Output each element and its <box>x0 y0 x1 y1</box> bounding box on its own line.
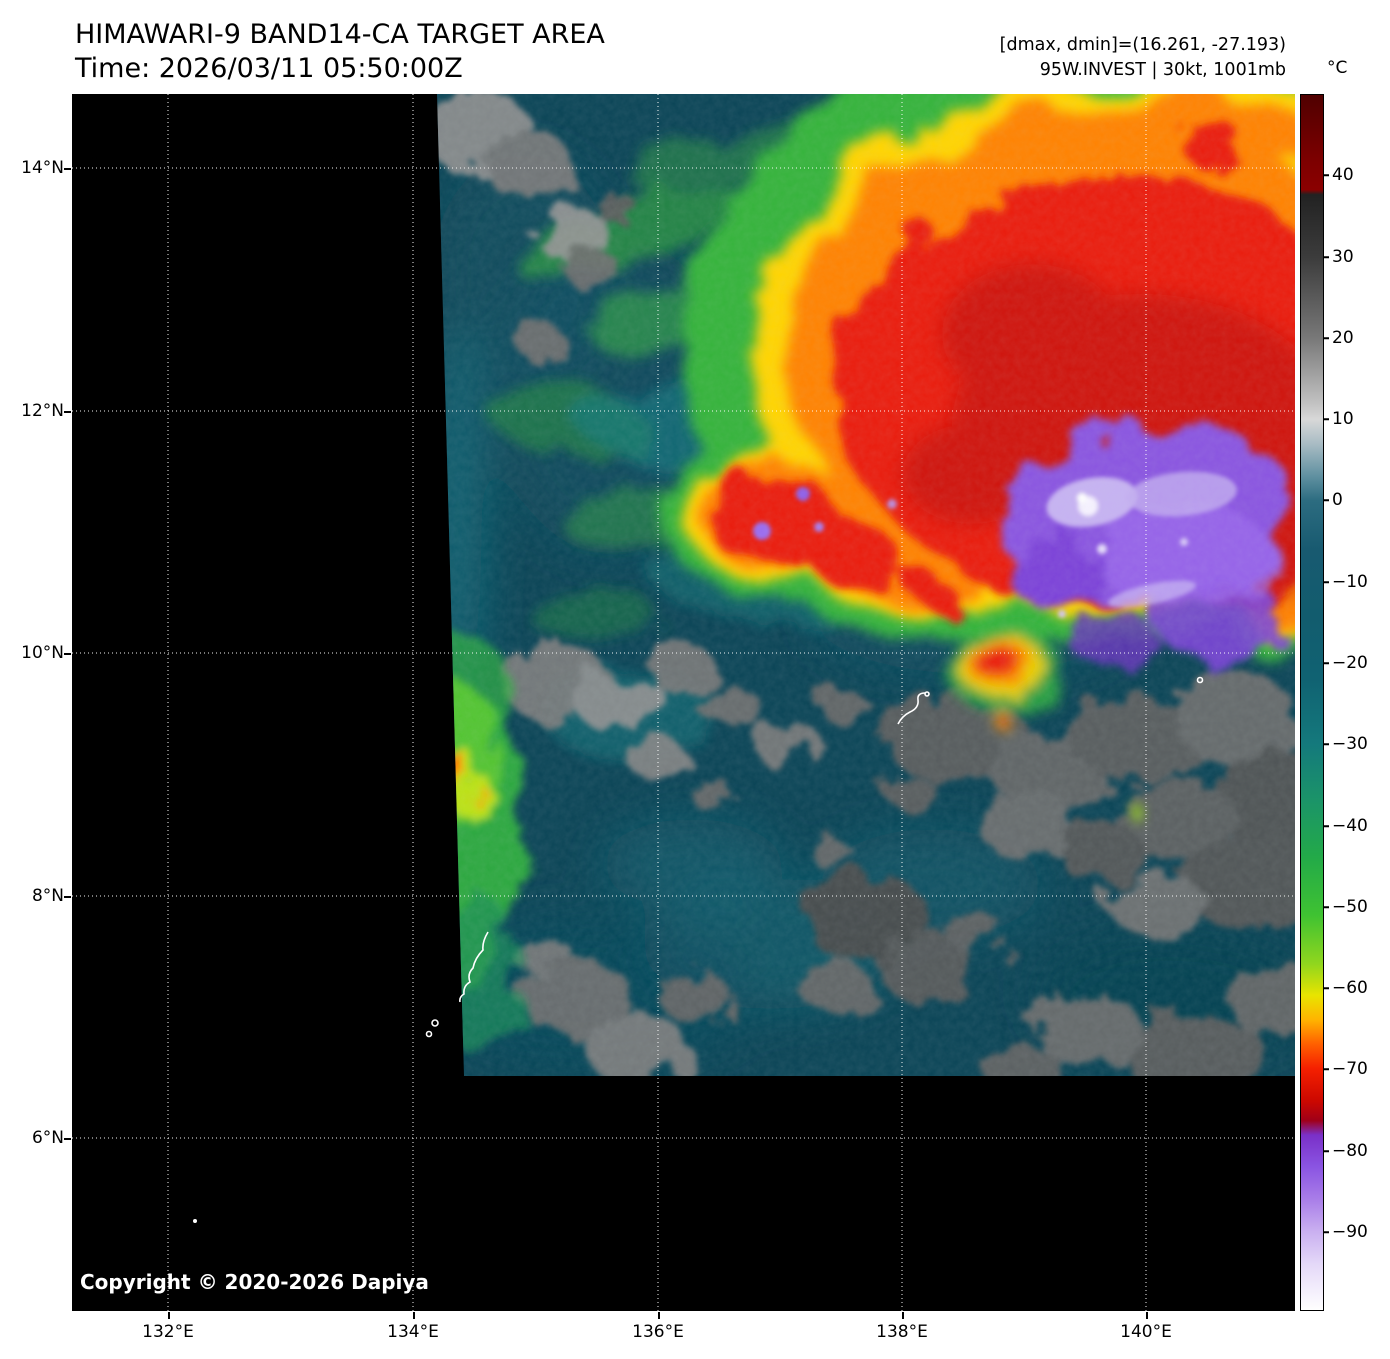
lat-tick-label: 6°N <box>31 1128 64 1148</box>
colorbar-tick-label: 40 <box>1332 165 1354 185</box>
lon-tick-label: 134°E <box>387 1322 439 1342</box>
colorbar <box>1300 94 1324 1311</box>
axis-tick <box>64 1138 71 1140</box>
colorbar-tick-label: 20 <box>1332 328 1354 348</box>
colorbar-tick-label: −70 <box>1332 1059 1368 1079</box>
satellite-map-panel: Copyright © 2020-2026 Dapiya <box>72 94 1295 1311</box>
lon-tick-label: 138°E <box>876 1322 928 1342</box>
colorbar-tick-label: −30 <box>1332 734 1368 754</box>
colorbar-tick-label: −90 <box>1332 1222 1368 1242</box>
coastlines <box>193 676 1204 1223</box>
lon-tick-label: 136°E <box>632 1322 684 1342</box>
colorbar-tick-label: 30 <box>1332 247 1354 267</box>
axis-tick <box>1146 1312 1148 1319</box>
lat-tick-label: 14°N <box>21 158 64 178</box>
copyright-label: Copyright © 2020-2026 Dapiya <box>80 1270 429 1294</box>
lon-tick-label: 140°E <box>1120 1322 1172 1342</box>
colorbar-unit-label: °C <box>1327 58 1348 78</box>
dmax-dmin-stats: [dmax, dmin]=(16.261, -27.193) <box>999 35 1286 55</box>
axis-tick <box>168 1312 170 1319</box>
lon-tick-label: 132°E <box>142 1322 194 1342</box>
axis-tick <box>64 168 71 170</box>
colorbar-tick-label: −20 <box>1332 653 1368 673</box>
axis-tick <box>64 653 71 655</box>
axis-tick <box>658 1312 660 1319</box>
figure-title: HIMAWARI-9 BAND14-CA TARGET AREA <box>75 19 605 50</box>
colorbar-tick-label: −40 <box>1332 816 1368 836</box>
colorbar-tick-label: 0 <box>1332 490 1343 510</box>
lat-tick-label: 8°N <box>31 886 64 906</box>
colorbar-tick-label: −10 <box>1332 572 1368 592</box>
figure-time: Time: 2026/03/11 05:50:00Z <box>75 53 463 84</box>
colorbar-tick-label: −80 <box>1332 1141 1368 1161</box>
axis-tick <box>64 411 71 413</box>
colorbar-tick-label: 10 <box>1332 409 1354 429</box>
colorbar-tick-label: −60 <box>1332 978 1368 998</box>
axis-tick <box>902 1312 904 1319</box>
axis-tick <box>64 896 71 898</box>
axis-tick <box>413 1312 415 1319</box>
lat-tick-label: 12°N <box>21 401 64 421</box>
grid-lines <box>72 94 1295 1311</box>
satellite-image <box>72 94 1295 1311</box>
colorbar-tick-label: −50 <box>1332 897 1368 917</box>
storm-info: 95W.INVEST | 30kt, 1001mb <box>1039 60 1286 80</box>
lat-tick-label: 10°N <box>21 643 64 663</box>
